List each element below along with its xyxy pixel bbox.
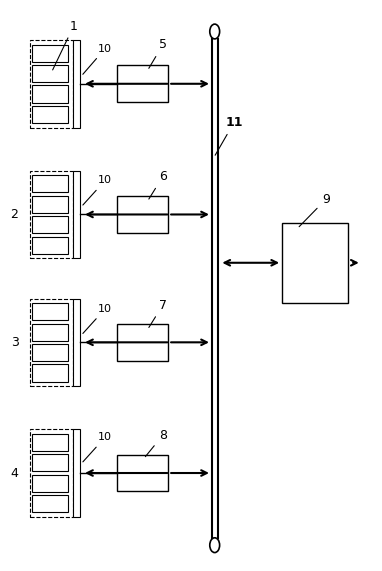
Text: 4: 4 [11, 467, 18, 480]
Circle shape [210, 24, 220, 39]
Text: ......: ...... [43, 79, 60, 89]
Bar [117, 196, 168, 233]
Text: 1: 1 [53, 19, 78, 70]
Text: 8: 8 [145, 429, 167, 457]
Bar [32, 344, 68, 361]
Text: 10: 10 [83, 304, 112, 333]
Text: 3: 3 [11, 336, 18, 349]
Bar [32, 364, 68, 381]
Bar [32, 324, 68, 341]
Bar [32, 475, 68, 492]
Bar [32, 86, 68, 103]
Text: 11: 11 [215, 116, 243, 155]
Text: 6: 6 [149, 170, 167, 199]
Bar [32, 45, 68, 62]
Bar [32, 434, 68, 451]
Bar [32, 216, 68, 233]
Bar [32, 196, 68, 213]
Text: 10: 10 [83, 432, 112, 462]
Circle shape [210, 538, 220, 553]
Text: ......: ...... [43, 338, 60, 347]
Text: 10: 10 [83, 175, 112, 205]
Text: ......: ...... [43, 210, 60, 219]
Bar [32, 175, 68, 192]
Text: 2: 2 [11, 208, 18, 221]
Bar [30, 40, 73, 127]
Text: ......: ...... [43, 469, 60, 477]
Bar [117, 455, 168, 492]
Bar [32, 495, 68, 512]
Bar [30, 299, 73, 386]
Bar [73, 40, 80, 127]
Bar [282, 223, 348, 303]
Text: 5: 5 [149, 38, 167, 69]
Bar [32, 65, 68, 82]
Bar [32, 236, 68, 254]
Bar [32, 455, 68, 471]
Bar [30, 429, 73, 517]
Bar [30, 171, 73, 258]
Bar [73, 171, 80, 258]
Bar [73, 299, 80, 386]
Bar [117, 65, 168, 102]
Bar [32, 303, 68, 320]
Text: 7: 7 [149, 299, 167, 327]
Bar [32, 106, 68, 123]
Text: 10: 10 [83, 43, 112, 74]
Text: 9: 9 [299, 193, 330, 227]
Bar [117, 324, 168, 361]
Bar [73, 429, 80, 517]
